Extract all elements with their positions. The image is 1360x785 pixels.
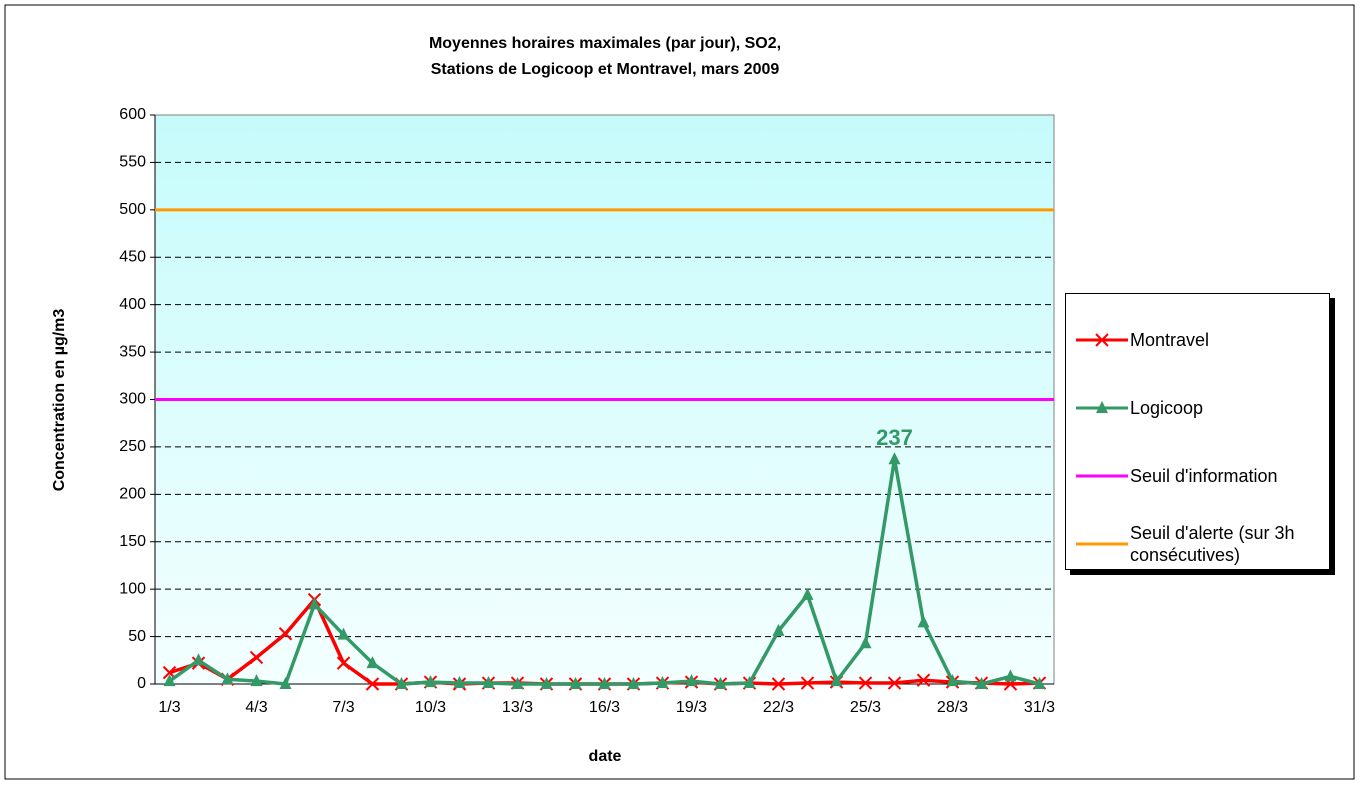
legend-label: Montravel — [1130, 330, 1210, 350]
marker-triangle — [482, 676, 495, 689]
marker-x — [278, 627, 293, 641]
y-tick-label: 200 — [119, 486, 146, 503]
y-tick-label: 150 — [119, 533, 146, 550]
x-tick-label: 10/3 — [415, 699, 446, 716]
legend-label: Seuil d'alerte (sur 3h consécutives) — [1130, 523, 1295, 565]
marker-triangle — [830, 674, 843, 687]
y-tick-label: 500 — [119, 201, 146, 218]
x-tick-label: 28/3 — [937, 699, 968, 716]
marker-triangle — [627, 677, 640, 689]
legend-swatch — [1076, 401, 1128, 413]
marker-triangle — [453, 676, 466, 689]
marker-triangle — [221, 672, 234, 685]
x-tick-label: 19/3 — [676, 699, 707, 716]
marker-triangle — [424, 675, 437, 688]
marker-triangle — [598, 677, 611, 689]
marker-triangle — [163, 674, 176, 687]
marker — [336, 656, 351, 670]
x-tick-label: 22/3 — [763, 699, 794, 716]
marker-triangle — [946, 674, 959, 687]
marker-triangle — [337, 627, 350, 640]
marker-x — [887, 676, 902, 690]
y-tick-label: 0 — [137, 675, 146, 692]
marker-x — [365, 677, 380, 691]
legend-swatch — [1076, 474, 1128, 478]
marker-x — [771, 677, 786, 691]
y-axis-label: Concentration en µg/m3 — [51, 309, 68, 492]
marker-triangle — [1096, 401, 1108, 413]
marker — [278, 627, 293, 641]
marker — [1095, 333, 1109, 347]
legend-label: Logicoop — [1130, 398, 1204, 418]
marker-triangle — [685, 674, 698, 687]
marker-x — [249, 650, 264, 665]
y-tick-label: 50 — [128, 628, 146, 645]
marker — [858, 676, 873, 690]
x-tick-label: 25/3 — [850, 699, 881, 716]
marker-triangle — [743, 676, 756, 689]
marker-triangle — [511, 677, 524, 689]
marker-x — [858, 676, 873, 690]
marker — [249, 650, 264, 665]
x-tick-label: 7/3 — [332, 699, 354, 716]
y-tick-label: 300 — [119, 391, 146, 408]
marker-x — [916, 673, 931, 687]
x-axis-label: date — [589, 748, 622, 765]
marker-triangle — [395, 677, 408, 689]
y-tick-label: 350 — [119, 343, 146, 360]
y-tick-label: 600 — [119, 106, 146, 123]
x-tick-label: 31/3 — [1024, 699, 1055, 716]
legend: Montravel Logicoop Seuil d'information Seui… — [1065, 293, 1330, 570]
chart-title: Moyennes horaires maximales (par jour), … — [429, 35, 781, 52]
marker-x — [800, 676, 815, 690]
y-tick-label: 250 — [119, 438, 146, 455]
x-tick-label: 13/3 — [502, 699, 533, 716]
legend-item: Montravel — [1074, 306, 1329, 374]
legend-item: Seuil d'information — [1074, 442, 1329, 510]
marker-triangle — [656, 676, 669, 689]
marker — [800, 676, 815, 690]
legend-swatch — [1076, 542, 1128, 546]
marker-triangle — [1033, 677, 1046, 689]
marker-triangle — [250, 674, 263, 687]
y-tick-label: 450 — [119, 248, 146, 265]
marker-triangle — [192, 653, 205, 666]
marker — [365, 677, 380, 691]
marker-triangle — [1004, 669, 1017, 682]
marker — [887, 676, 902, 690]
chart-title: Stations de Logicoop et Montravel, mars … — [431, 61, 780, 78]
legend-label: Seuil d'information — [1130, 466, 1278, 486]
marker-triangle — [975, 677, 988, 689]
legend-item: Seuil d'alerte (sur 3h consécutives) — [1074, 510, 1329, 578]
marker-triangle — [366, 656, 379, 669]
marker-triangle — [772, 623, 785, 636]
marker-triangle — [714, 677, 727, 689]
marker-triangle — [540, 677, 553, 689]
marker-triangle — [308, 597, 321, 610]
legend-swatch — [1076, 333, 1128, 347]
x-tick-label: 4/3 — [245, 699, 267, 716]
data-label: 237 — [876, 425, 913, 450]
marker-triangle — [801, 587, 814, 600]
marker-triangle — [569, 677, 582, 689]
x-tick-label: 1/3 — [158, 699, 180, 716]
marker-triangle — [279, 677, 292, 689]
y-tick-label: 400 — [119, 296, 146, 313]
legend-item: Logicoop — [1074, 374, 1329, 442]
y-tick-label: 100 — [119, 580, 146, 597]
marker-triangle — [859, 636, 872, 649]
marker — [916, 673, 931, 687]
marker-triangle — [917, 615, 930, 628]
y-tick-label: 550 — [119, 154, 146, 171]
x-tick-label: 16/3 — [589, 699, 620, 716]
marker — [771, 677, 786, 691]
marker-x — [1095, 333, 1109, 347]
marker-triangle — [888, 452, 901, 465]
marker-x — [336, 656, 351, 670]
